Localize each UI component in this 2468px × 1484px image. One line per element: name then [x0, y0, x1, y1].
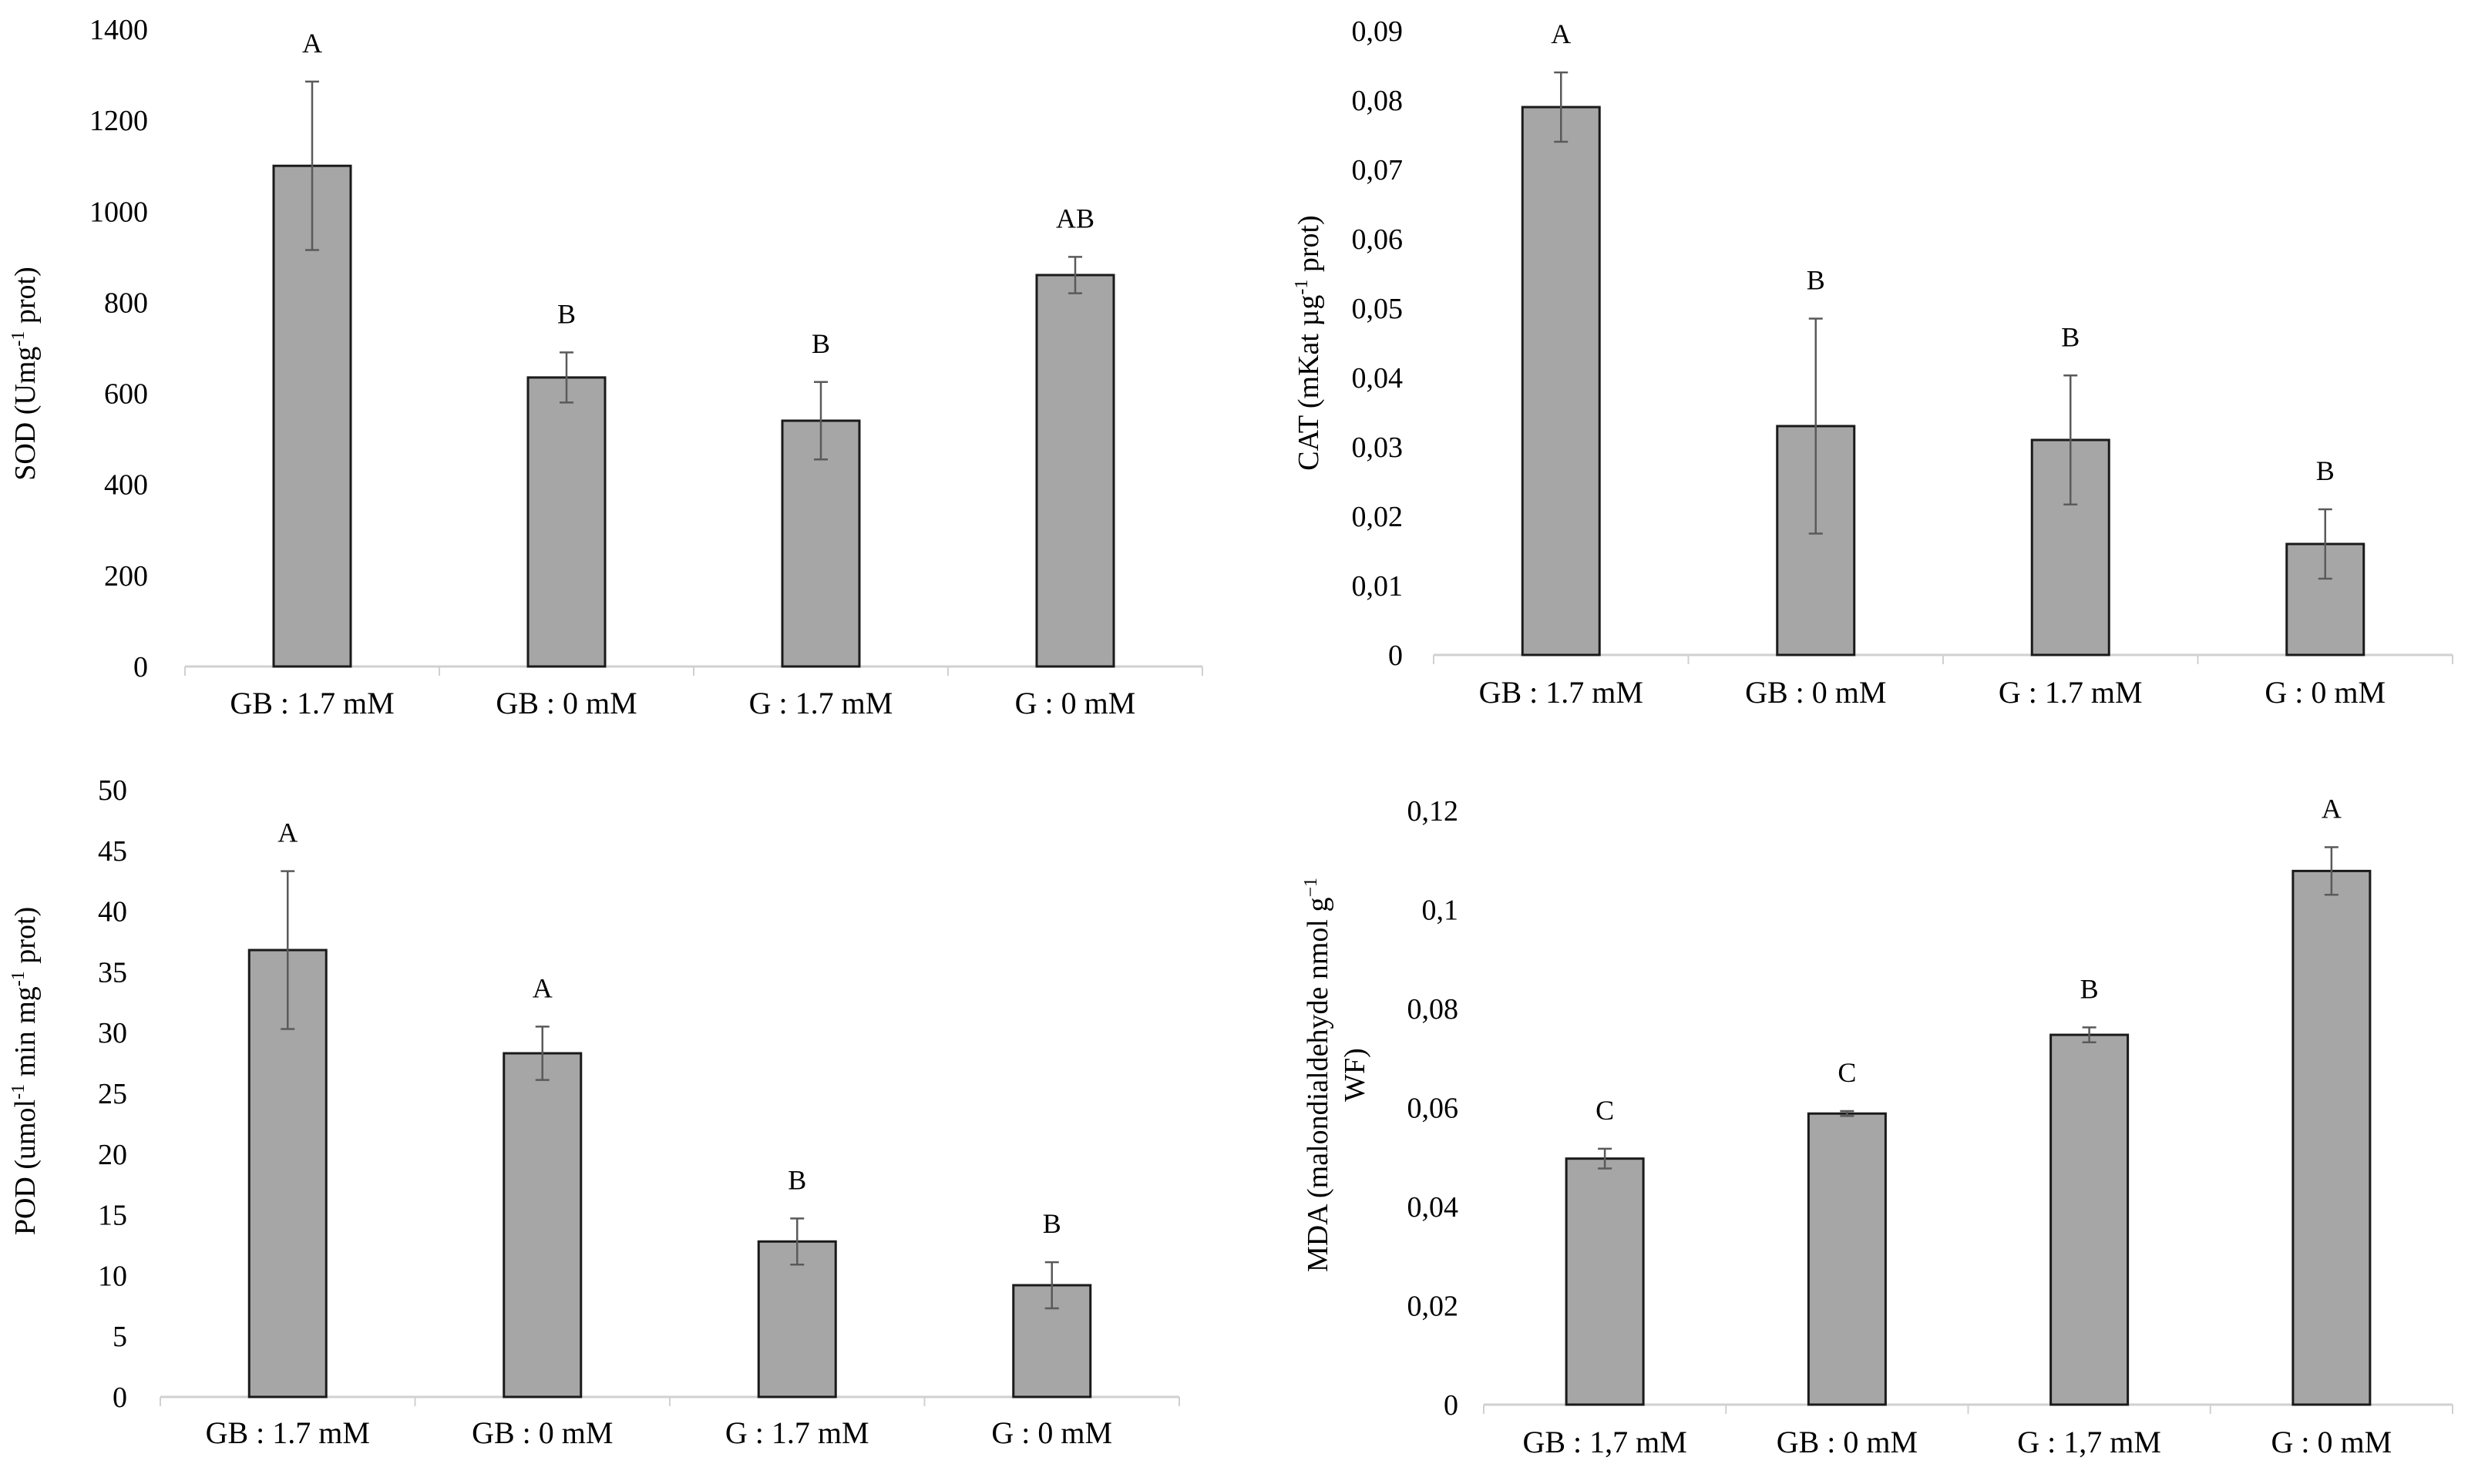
- cat-category-label: GB : 1.7 mM: [1479, 675, 1643, 710]
- sod-chart: SOD (Umg-1 prot) 0 200 400 600 800 1000 1200 14…: [8, 14, 1203, 720]
- mda-significance-label: C: [1595, 1095, 1614, 1126]
- mda-significance-label: A: [2322, 794, 2342, 824]
- pod-bar: [503, 1052, 583, 1398]
- cat-y-tick-label: 0,04: [1352, 362, 1404, 395]
- cat-y-tick-label: 0,06: [1352, 223, 1404, 256]
- pod-y-tick-label: 45: [98, 835, 127, 868]
- cat-chart: CAT (mKat µg-1 prot) 0 0,01 0,02 0,03 0,04 0,…: [1292, 15, 2453, 710]
- mda-y-tick-label: 0,08: [1407, 993, 1459, 1026]
- pod-category-label: GB : 0 mM: [472, 1415, 613, 1450]
- pod-significance-label: B: [788, 1164, 806, 1195]
- cat-y-axis-title: CAT (mKat µg-1 prot): [1292, 215, 1325, 470]
- pod-significance-label: A: [533, 972, 553, 1003]
- mda-y-tick-label: 0,1: [1422, 895, 1459, 927]
- cat-y-tick-label: 0,01: [1352, 570, 1404, 603]
- cat-y-tick-label: 0,05: [1352, 293, 1404, 325]
- mda-category-label: GB : 1,7 mM: [1522, 1425, 1686, 1459]
- pod-y-tick-label: 30: [98, 1017, 127, 1049]
- sod-bar: [1035, 274, 1115, 668]
- cat-significance-label: B: [1807, 265, 1825, 296]
- mda-bar: [2049, 1033, 2130, 1406]
- cat-significance-label: A: [1551, 18, 1571, 49]
- mda-category-label: G : 1,7 mM: [2017, 1425, 2161, 1459]
- pod-y-tick-label: 5: [113, 1321, 127, 1353]
- mda-category-label: GB : 0 mM: [1777, 1425, 1918, 1459]
- mda-y-tick-label: 0,02: [1407, 1291, 1459, 1323]
- sod-significance-label: AB: [1056, 203, 1094, 233]
- pod-category-label: GB : 1.7 mM: [206, 1415, 370, 1450]
- pod-significance-label: A: [277, 818, 298, 848]
- sod-y-tick-label: 200: [104, 560, 148, 593]
- pod-bar: [757, 1240, 837, 1398]
- mda-y-tick-label: 0,12: [1407, 795, 1459, 828]
- sod-y-tick-label: 1200: [89, 105, 148, 137]
- cat-significance-label: B: [2061, 321, 2080, 352]
- mda-y-axis-title: MDA (malondialdehyde nmol g−1: [1301, 878, 1334, 1272]
- cat-category-label: G : 1.7 mM: [1999, 675, 2143, 710]
- sod-significance-label: B: [557, 298, 576, 329]
- mda-bar: [1565, 1157, 1645, 1406]
- sod-category-label: GB : 0 mM: [496, 686, 637, 720]
- mda-bar: [2291, 869, 2372, 1406]
- sod-significance-label: A: [302, 28, 322, 59]
- pod-category-label: G : 0 mM: [991, 1415, 1112, 1450]
- pod-y-tick-label: 0: [113, 1382, 127, 1414]
- sod-y-tick-label: 600: [104, 378, 148, 411]
- cat-category-label: G : 0 mM: [2265, 675, 2386, 710]
- pod-y-tick-label: 35: [98, 956, 127, 989]
- sod-bar: [526, 376, 607, 668]
- cat-y-tick-label: 0,08: [1352, 85, 1404, 117]
- mda-category-label: G : 0 mM: [2271, 1425, 2392, 1459]
- cat-y-tick-label: 0,07: [1352, 154, 1404, 186]
- mda-significance-label: B: [2080, 973, 2099, 1004]
- sod-significance-label: B: [812, 328, 830, 359]
- sod-y-axis-title: SOD (Umg-1 prot): [8, 267, 42, 481]
- cat-y-tick-label: 0: [1388, 640, 1403, 672]
- sod-y-tick-label: 1000: [89, 196, 148, 228]
- pod-category-label: G : 1.7 mM: [725, 1415, 869, 1450]
- mda-y-axis-title-line2: WF): [1339, 1048, 1371, 1102]
- sod-y-tick-label: 800: [104, 287, 148, 319]
- pod-y-tick-label: 15: [98, 1200, 127, 1232]
- mda-y-tick-label: 0,06: [1407, 1093, 1459, 1125]
- sod-y-tick-label: 1400: [89, 14, 148, 46]
- pod-y-tick-label: 10: [98, 1260, 127, 1292]
- cat-y-tick-label: 0,09: [1352, 15, 1404, 48]
- sod-y-tick-label: 400: [104, 469, 148, 502]
- sod-y-tick-label: 0: [133, 651, 148, 683]
- mda-bar: [1807, 1112, 1887, 1406]
- pod-y-tick-label: 50: [98, 774, 127, 807]
- cat-category-label: GB : 0 mM: [1745, 675, 1886, 710]
- sod-category-label: G : 1.7 mM: [749, 686, 893, 720]
- mda-significance-label: C: [1838, 1057, 1856, 1088]
- cat-y-tick-label: 0,03: [1352, 431, 1404, 464]
- cat-significance-label: B: [2316, 455, 2335, 486]
- cat-y-tick-label: 0,02: [1352, 501, 1404, 533]
- pod-y-tick-label: 40: [98, 896, 127, 928]
- sod-category-label: GB : 1.7 mM: [230, 686, 394, 720]
- mda-y-tick-label: 0,04: [1407, 1191, 1459, 1224]
- pod-y-axis-title: POD (umol-1 min mg-1 prot): [8, 907, 42, 1235]
- pod-significance-label: B: [1043, 1208, 1061, 1239]
- pod-y-tick-label: 25: [98, 1078, 127, 1110]
- mda-chart: MDA (malondialdehyde nmol g−1 WF) 0 0,02 0…: [1301, 794, 2453, 1459]
- mda-y-tick-label: 0: [1444, 1389, 1458, 1422]
- pod-chart: POD (umol-1 min mg-1 prot) 0 5 10 15 20 25 30 3…: [8, 774, 1180, 1450]
- pod-y-tick-label: 20: [98, 1139, 127, 1171]
- sod-category-label: G : 0 mM: [1015, 686, 1136, 720]
- cat-bar: [1521, 106, 1601, 656]
